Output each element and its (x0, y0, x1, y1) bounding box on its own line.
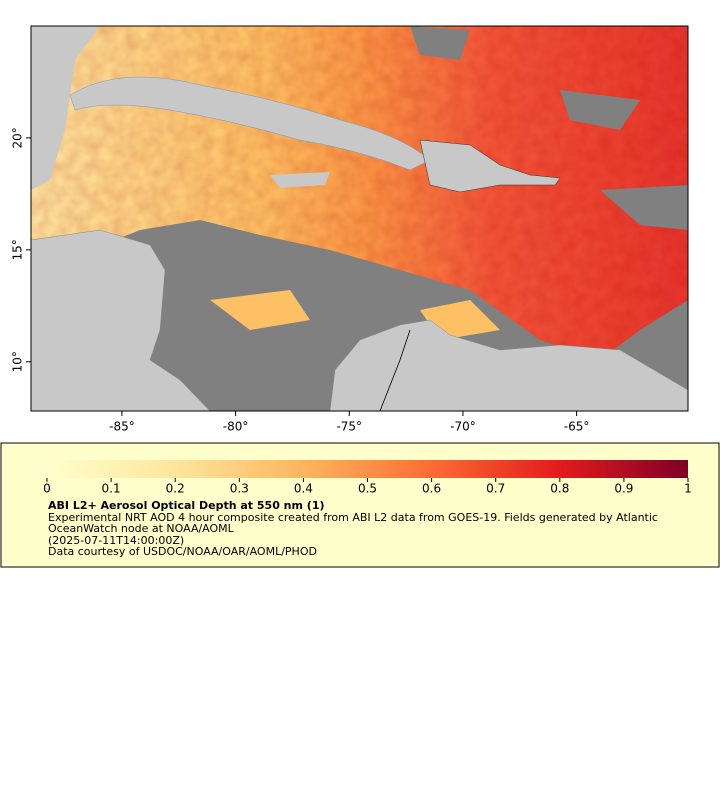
colorbar-tick-label: 0.9 (614, 482, 633, 496)
colorbar-tick-label: 1 (684, 482, 692, 496)
y-tick-label: 10° (11, 351, 25, 372)
legend-text: ABI L2+ Aerosol Optical Depth at 550 nm … (48, 500, 688, 558)
colorbar-tick-label: 0.4 (294, 482, 313, 496)
legend-description: Experimental NRT AOD 4 hour composite cr… (48, 510, 658, 535)
map-frame (30, 25, 689, 412)
colorbar-tick-label: 0.2 (166, 482, 185, 496)
south-america (329, 319, 688, 411)
legend-title: ABI L2+ Aerosol Optical Depth at 550 nm … (48, 499, 325, 512)
legend-credit: Data courtesy of USDOC/NOAA/OAR/AOML/PHO… (48, 545, 317, 558)
colorbar-tick-label: 0.7 (486, 482, 505, 496)
central-america (31, 229, 211, 411)
map (31, 26, 688, 411)
cloud-gap (410, 26, 688, 230)
x-tick-label: -75° (336, 420, 362, 434)
x-tick-label: -65° (564, 420, 590, 434)
colorbar-tick-label: 0.5 (358, 482, 377, 496)
y-tick-label: 20° (11, 127, 25, 148)
legend-time: (2025-07-11T14:00:00Z) (48, 533, 185, 547)
x-tick-label: -70° (450, 420, 476, 434)
colorbar-tick-label: 0 (43, 482, 51, 496)
jamaica (270, 172, 330, 188)
yucatan (31, 26, 100, 190)
colorbar-tick-label: 0.6 (422, 482, 441, 496)
colorbar-tick-label: 0.8 (550, 482, 569, 496)
hispaniola (419, 139, 561, 193)
colorbar-tick-label: 0.3 (230, 482, 249, 496)
aerosol-patch (210, 290, 500, 340)
x-tick-label: -80° (223, 420, 249, 434)
x-tick-label: -85° (109, 420, 135, 434)
border (379, 329, 411, 411)
colorbar (47, 460, 688, 478)
y-tick-label: 15° (11, 239, 25, 260)
colorbar-tick-label: 0.1 (102, 482, 121, 496)
